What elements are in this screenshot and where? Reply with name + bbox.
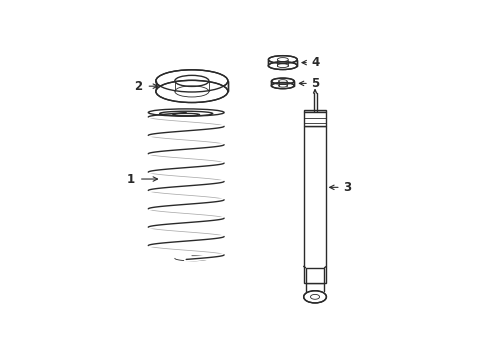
Bar (305, 268, 324, 283)
Ellipse shape (156, 80, 227, 103)
Bar (304, 110, 325, 112)
Bar (156, 81, 227, 91)
Ellipse shape (271, 82, 294, 89)
Text: 4: 4 (311, 56, 319, 69)
Bar (268, 59, 297, 66)
Text: 5: 5 (311, 77, 319, 90)
Ellipse shape (268, 62, 297, 69)
Ellipse shape (271, 78, 294, 84)
Ellipse shape (156, 70, 227, 92)
Bar (271, 81, 294, 86)
Ellipse shape (268, 56, 297, 63)
Text: 3: 3 (343, 181, 351, 194)
Bar (303, 126, 326, 283)
Bar (304, 112, 325, 126)
Text: 1: 1 (127, 172, 135, 185)
Text: 2: 2 (134, 80, 142, 93)
Ellipse shape (303, 291, 326, 303)
